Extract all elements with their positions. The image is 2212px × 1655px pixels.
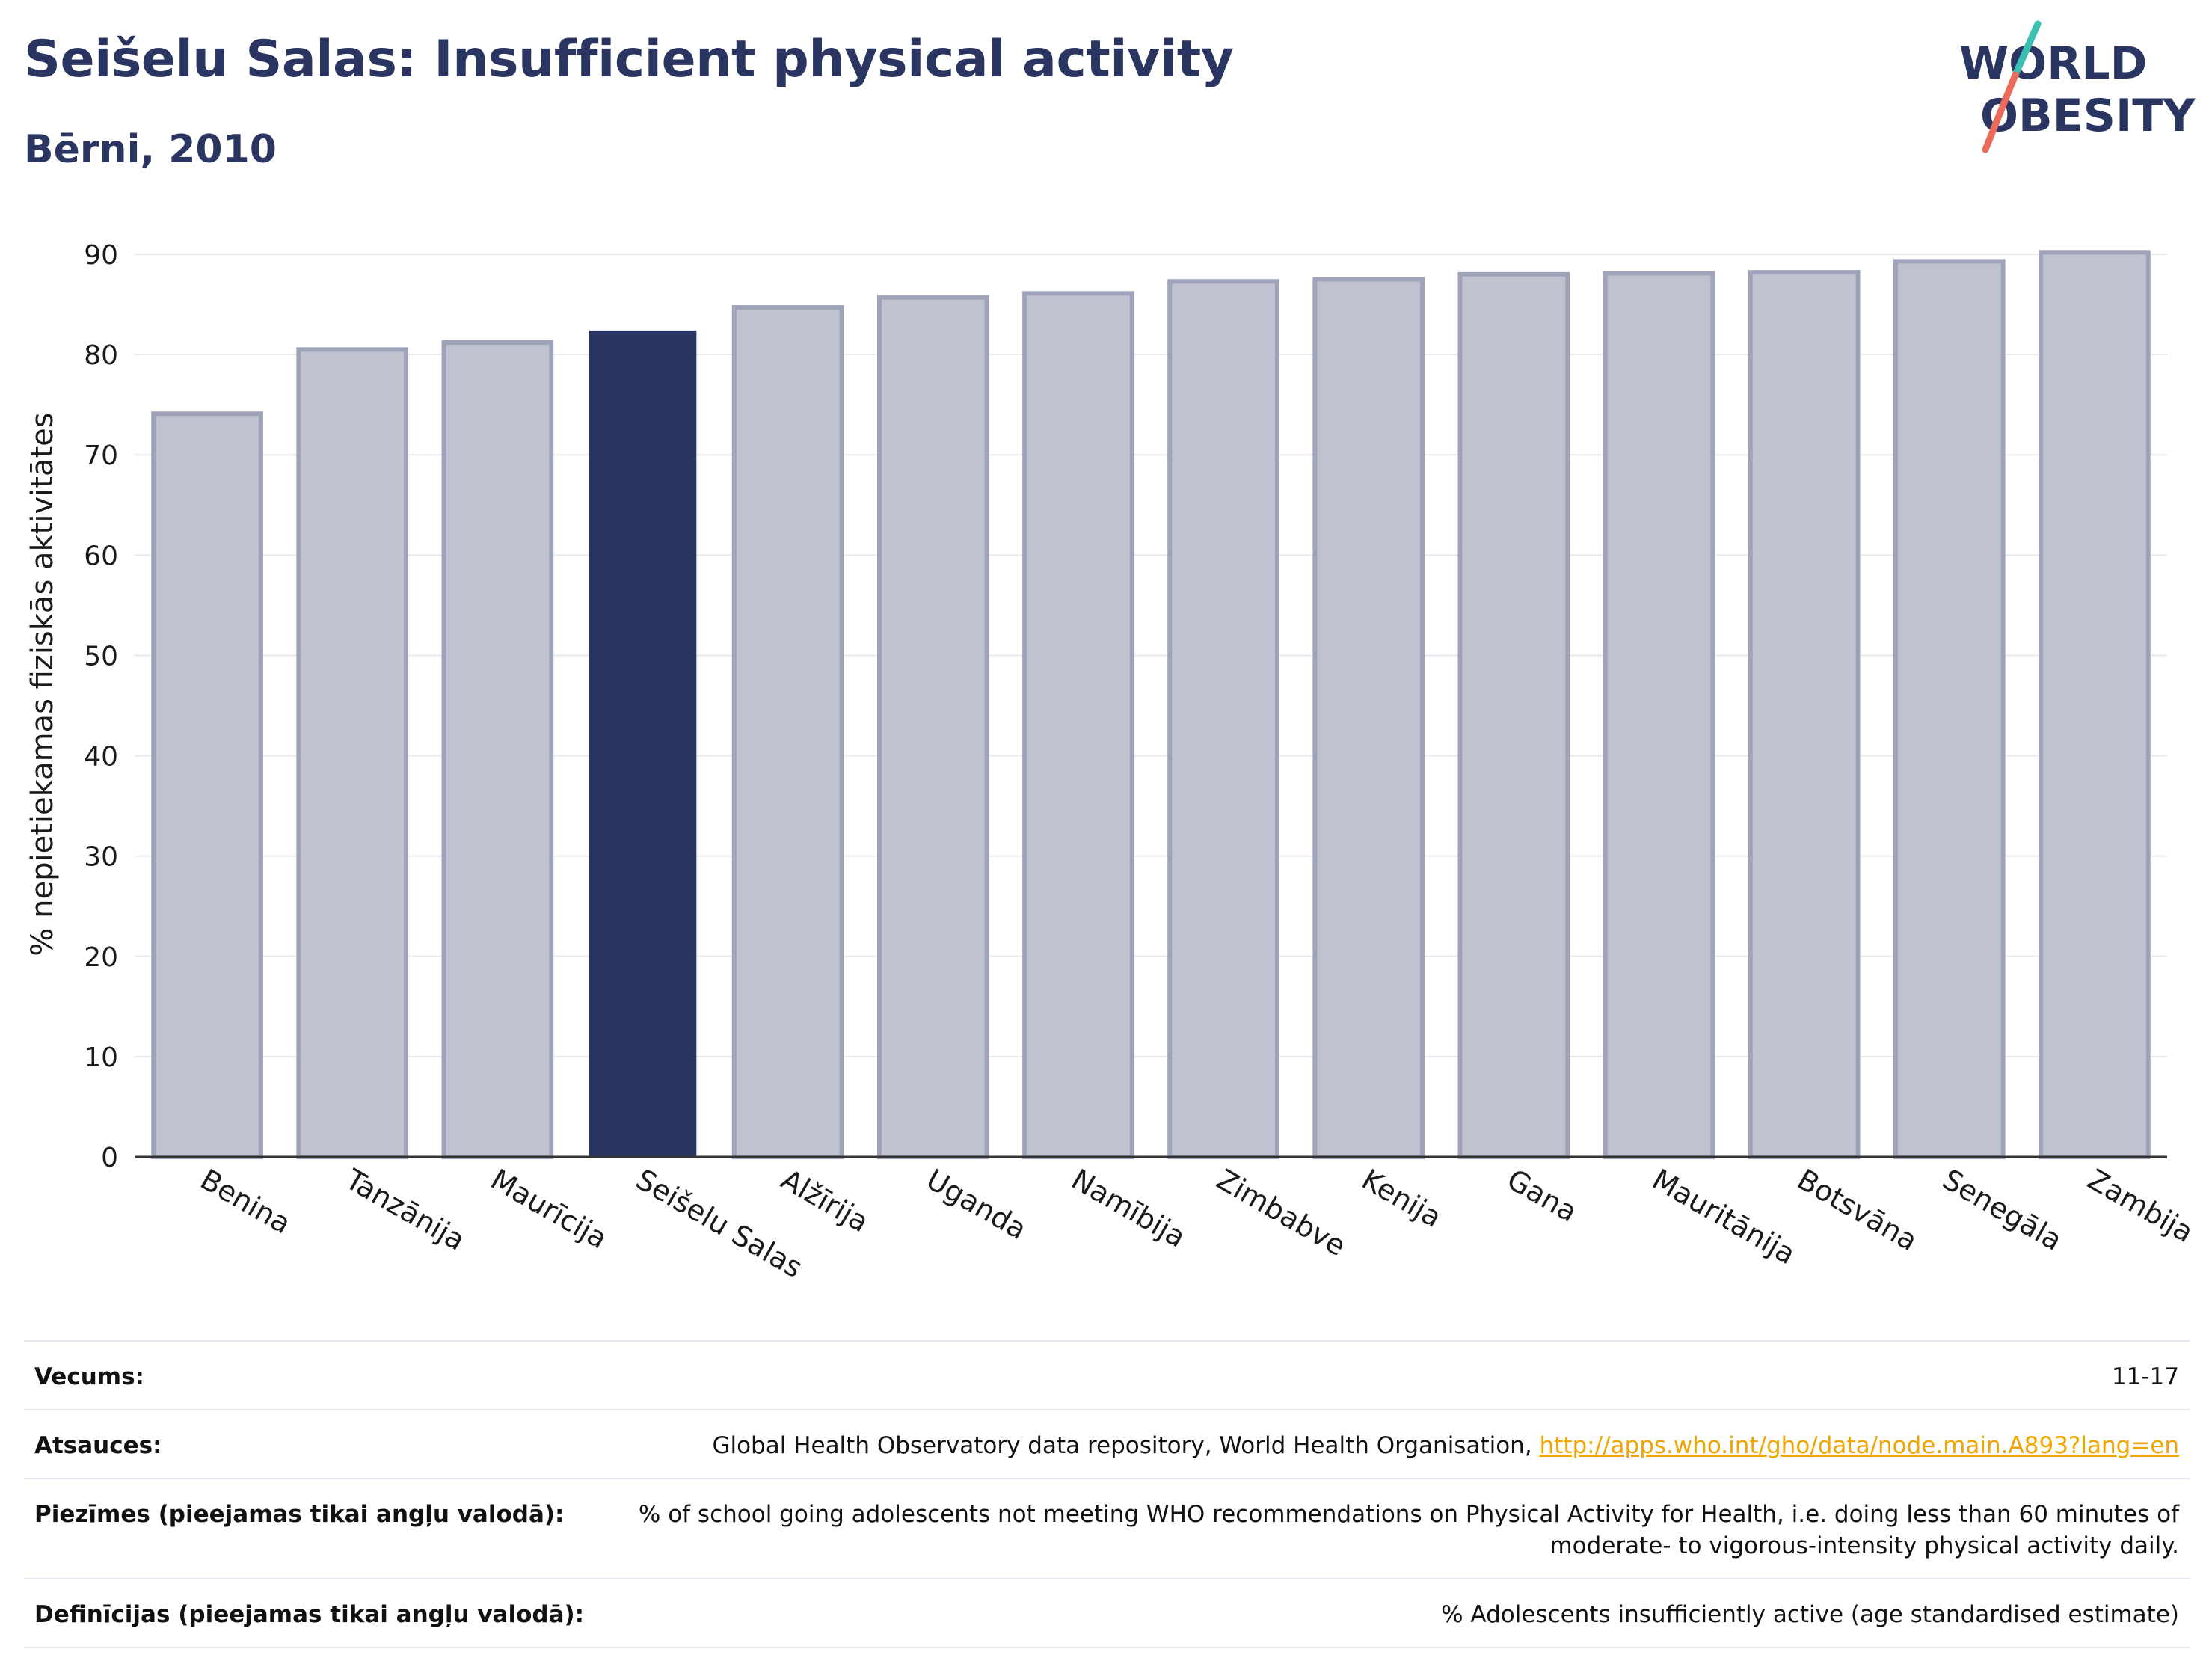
bar-4 <box>731 305 844 1160</box>
footer-row-sources: Atsauces: Global Health Observatory data… <box>24 1409 2190 1478</box>
x-tick-label: Mauritānija <box>1647 1163 1801 1271</box>
x-tick-label: Gana <box>1502 1163 1583 1229</box>
x-tick-label: Maurīcija <box>485 1163 613 1256</box>
bar-3 <box>589 330 697 1157</box>
bar-10 <box>1603 271 1715 1160</box>
footer-row-notes: Piezīmes (pieejamas tikai angļu valodā):… <box>24 1478 2190 1578</box>
y-tick-labels: 0 10 20 30 40 50 60 70 80 90 <box>84 240 118 1173</box>
world-obesity-logo: WORLD OBESITY <box>1959 20 2196 153</box>
y-axis-label: % nepietiekamas fiziskās aktivitātes <box>25 412 60 956</box>
y-tick-label: 60 <box>84 541 118 571</box>
chart-title: Seišelu Salas: Insufficient physical act… <box>24 30 1234 89</box>
logo-slash-teal <box>2012 20 2042 79</box>
metadata-table: Vecums: 11-17 Atsauces: Global Health Ob… <box>24 1340 2190 1648</box>
x-tick-labels: Benina Tanzānija Maurīcija Seišelu SalasAlž… <box>195 1162 2199 1284</box>
x-tick-label: Kenija <box>1357 1163 1447 1235</box>
footer-value-notes: % of school going adolescents not meetin… <box>638 1501 2179 1559</box>
logo-line-1: WORLD <box>1959 37 2147 90</box>
footer-value-sources: Global Health Observatory data repositor… <box>192 1430 2179 1461</box>
footer-row-age: Vecums: 11-17 <box>24 1340 2190 1409</box>
bar-8 <box>1312 277 1425 1159</box>
bars <box>151 250 2151 1160</box>
y-tick-label: 50 <box>84 641 118 672</box>
grid-lines <box>135 254 2167 1158</box>
bar-5 <box>876 295 989 1160</box>
bar-7 <box>1167 279 1279 1160</box>
bar-11 <box>1748 270 1861 1159</box>
bar-12 <box>1893 259 2006 1159</box>
y-tick-label: 40 <box>84 742 118 773</box>
x-tick-label: Uganda <box>921 1163 1032 1246</box>
footer-label-definitions: Definīcijas (pieejamas tikai angļu valod… <box>34 1601 585 1628</box>
footer-source-text: Global Health Observatory data repositor… <box>712 1432 1540 1459</box>
x-tick-label: Alžīrija <box>775 1163 874 1239</box>
source-link[interactable]: http://apps.who.int/gho/data/node.main.A… <box>1539 1432 2179 1459</box>
y-tick-label: 20 <box>84 942 118 973</box>
y-tick-label: 30 <box>84 842 118 873</box>
y-tick-label: 70 <box>84 440 118 471</box>
logo-line-2: OBESITY <box>1980 90 2196 142</box>
footer-label-sources: Atsauces: <box>34 1432 162 1459</box>
chart-subtitle: Bērni, 2010 <box>24 127 277 172</box>
logo-slash-coral <box>1982 71 2019 153</box>
y-tick-label: 80 <box>84 340 118 371</box>
y-tick-label: 10 <box>84 1043 118 1073</box>
footer-label-notes: Piezīmes (pieejamas tikai angļu valodā): <box>34 1501 565 1528</box>
footer-value-definitions: % Adolescents insufficiently active (age… <box>1441 1601 2179 1628</box>
x-tick-label: Senegāla <box>1937 1163 2068 1257</box>
x-tick-label: Zambija <box>2082 1163 2199 1250</box>
bar-6 <box>1022 291 1134 1159</box>
y-tick-label: 90 <box>84 240 118 271</box>
footer-label-age: Vecums: <box>34 1363 144 1390</box>
footer-value-age: 11-17 <box>2111 1363 2179 1390</box>
x-tick-label: Benina <box>195 1163 297 1241</box>
x-tick-label: Botsvāna <box>1792 1163 1923 1258</box>
y-tick-label: 0 <box>101 1143 118 1173</box>
bar-13 <box>2039 250 2151 1160</box>
x-tick-label: Zimbabve <box>1211 1163 1351 1263</box>
bar-1 <box>296 347 409 1160</box>
footer-row-definitions: Definīcijas (pieejamas tikai angļu valod… <box>24 1578 2190 1648</box>
x-tick-label: Tanzānija <box>340 1162 470 1257</box>
bar-chart: 0 10 20 30 40 50 60 70 80 90 Benina Tanzānija Maurī… <box>25 240 2199 1284</box>
bar-9 <box>1457 271 1570 1159</box>
bar-0 <box>151 411 263 1159</box>
x-tick-label: Namībija <box>1066 1163 1191 1254</box>
bar-2 <box>441 340 554 1159</box>
